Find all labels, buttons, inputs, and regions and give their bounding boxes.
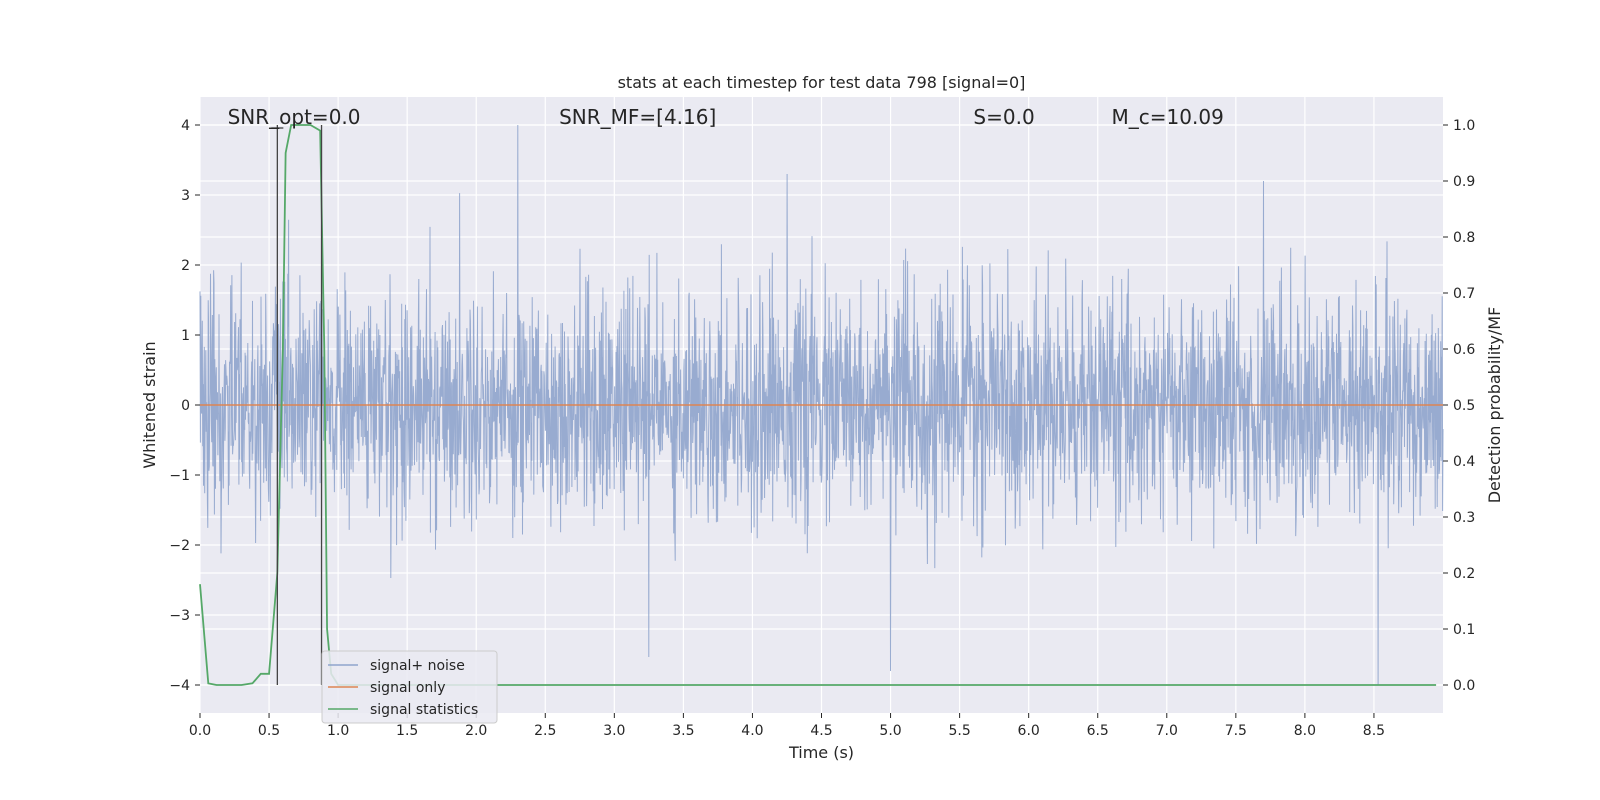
- chart-title: stats at each timestep for test data 798…: [618, 73, 1026, 92]
- y-left-tick-label: −1: [169, 468, 190, 484]
- x-tick-label: 4.0: [741, 723, 763, 739]
- y-right-tick-label: 0.5: [1453, 398, 1475, 414]
- legend-entry-signal-statistics: signal statistics: [370, 702, 478, 718]
- y-right-tick-label: 0.3: [1453, 510, 1475, 526]
- y-right-tick-label: 0.7: [1453, 286, 1475, 302]
- x-tick-label: 3.0: [603, 723, 625, 739]
- y-right-tick-label: 0.2: [1453, 566, 1475, 582]
- x-tick-label: 3.5: [672, 723, 694, 739]
- x-tick-label: 1.0: [327, 723, 349, 739]
- y-right-tick-label: 0.8: [1453, 230, 1475, 246]
- x-tick-label: 5.0: [879, 723, 901, 739]
- y-left-tick-label: −2: [169, 538, 190, 554]
- x-tick-label: 6.0: [1018, 723, 1040, 739]
- y-left-tick-label: 3: [181, 188, 190, 204]
- x-tick-label: 0.0: [189, 723, 211, 739]
- line-signal-statistics: [199, 124, 1437, 686]
- annotation-s-value: S=0.0: [973, 105, 1034, 129]
- annotation-snr-opt: SNR_opt=0.0: [228, 105, 361, 129]
- vertical-markers: [271, 125, 323, 685]
- y-left-tick-label: 4: [181, 118, 190, 134]
- y-right-tick-label: 0.1: [1453, 622, 1475, 638]
- x-tick-label: 8.0: [1294, 723, 1316, 739]
- x-tick-label: 1.5: [396, 723, 418, 739]
- y-right-tick-label: 0.6: [1453, 342, 1475, 358]
- x-tick-label: 7.5: [1225, 723, 1247, 739]
- x-tick-label: 2.0: [465, 723, 487, 739]
- x-tick-label: 4.5: [810, 723, 832, 739]
- legend: signal+ noise signal only signal statist…: [321, 650, 498, 724]
- x-tick-label: 8.5: [1363, 723, 1385, 739]
- series-lines: [199, 124, 1443, 686]
- legend-box: [321, 650, 498, 724]
- y-left-tick-label: 1: [181, 328, 190, 344]
- y-left-tick-label: 2: [181, 258, 190, 274]
- line-signal-noise: [199, 124, 1444, 686]
- annotation-snr-mf: SNR_MF=[4.16]: [559, 105, 716, 129]
- series-signal-noise: [199, 124, 1444, 686]
- x-tick-label: 5.5: [948, 723, 970, 739]
- y-axis-left-label: Whitened strain: [140, 341, 159, 468]
- legend-entry-signal-noise: signal+ noise: [370, 658, 465, 674]
- y-left-tick-label: 0: [181, 398, 190, 414]
- annotations: SNR_opt=0.0 SNR_MF=[4.16] S=0.0 M_c=10.0…: [228, 105, 1224, 129]
- x-tick-label: 0.5: [258, 723, 280, 739]
- y-right-tick-label: 1.0: [1453, 118, 1475, 134]
- x-tick-label: 6.5: [1087, 723, 1109, 739]
- x-tick-label: 7.0: [1156, 723, 1178, 739]
- y-left-tick-label: −3: [169, 608, 190, 624]
- annotation-mc-value: M_c=10.09: [1112, 105, 1224, 129]
- legend-entry-signal-only: signal only: [370, 680, 445, 696]
- ticks: 0.0 0.5 1.0 1.5 2.0 2.5 3.0 3.5 4.0 4.5 5.0 5.5 6.0 6…: [169, 118, 1475, 739]
- x-axis-label: Time (s): [788, 743, 854, 762]
- y-right-tick-label: 0.9: [1453, 174, 1475, 190]
- y-right-tick-label: 0.0: [1453, 678, 1475, 694]
- y-axis-right-label: Detection probability/MF: [1485, 307, 1504, 504]
- y-right-tick-label: 0.4: [1453, 454, 1475, 470]
- y-left-tick-label: −4: [169, 678, 190, 694]
- x-tick-label: 2.5: [534, 723, 556, 739]
